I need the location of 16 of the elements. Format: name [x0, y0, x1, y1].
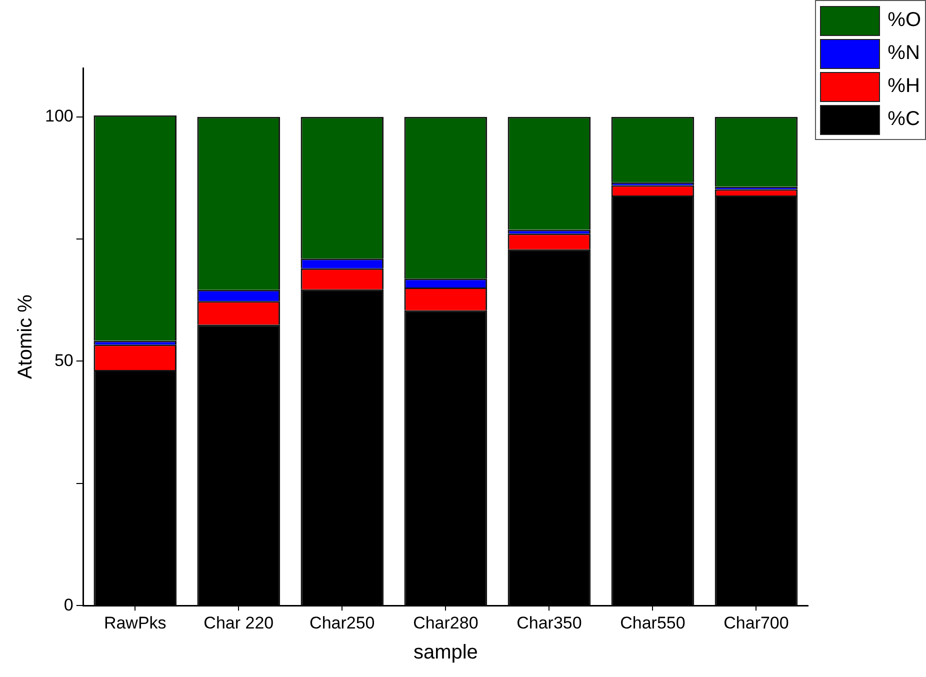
y-tick-label: 50	[54, 350, 74, 370]
x-tick-label: Char250	[310, 613, 375, 632]
legend-label: %N	[888, 42, 920, 65]
x-tick-label: Char550	[620, 613, 686, 632]
x-tick-label: Char350	[516, 613, 582, 632]
x-tick-label: Char 220	[204, 613, 274, 632]
y-tick-label: 0	[64, 595, 74, 614]
x-axis-title: sample	[413, 642, 478, 664]
legend-label: %H	[888, 75, 920, 98]
legend-label: %O	[888, 9, 921, 32]
x-tick-label: Char280	[413, 613, 478, 632]
x-tick-label: RawPks	[104, 613, 166, 632]
y-tick-label: 100	[44, 106, 74, 126]
y-axis-title: Atomic %	[14, 294, 37, 380]
x-tick-label: Char700	[724, 613, 789, 632]
text: %C	[888, 108, 920, 131]
